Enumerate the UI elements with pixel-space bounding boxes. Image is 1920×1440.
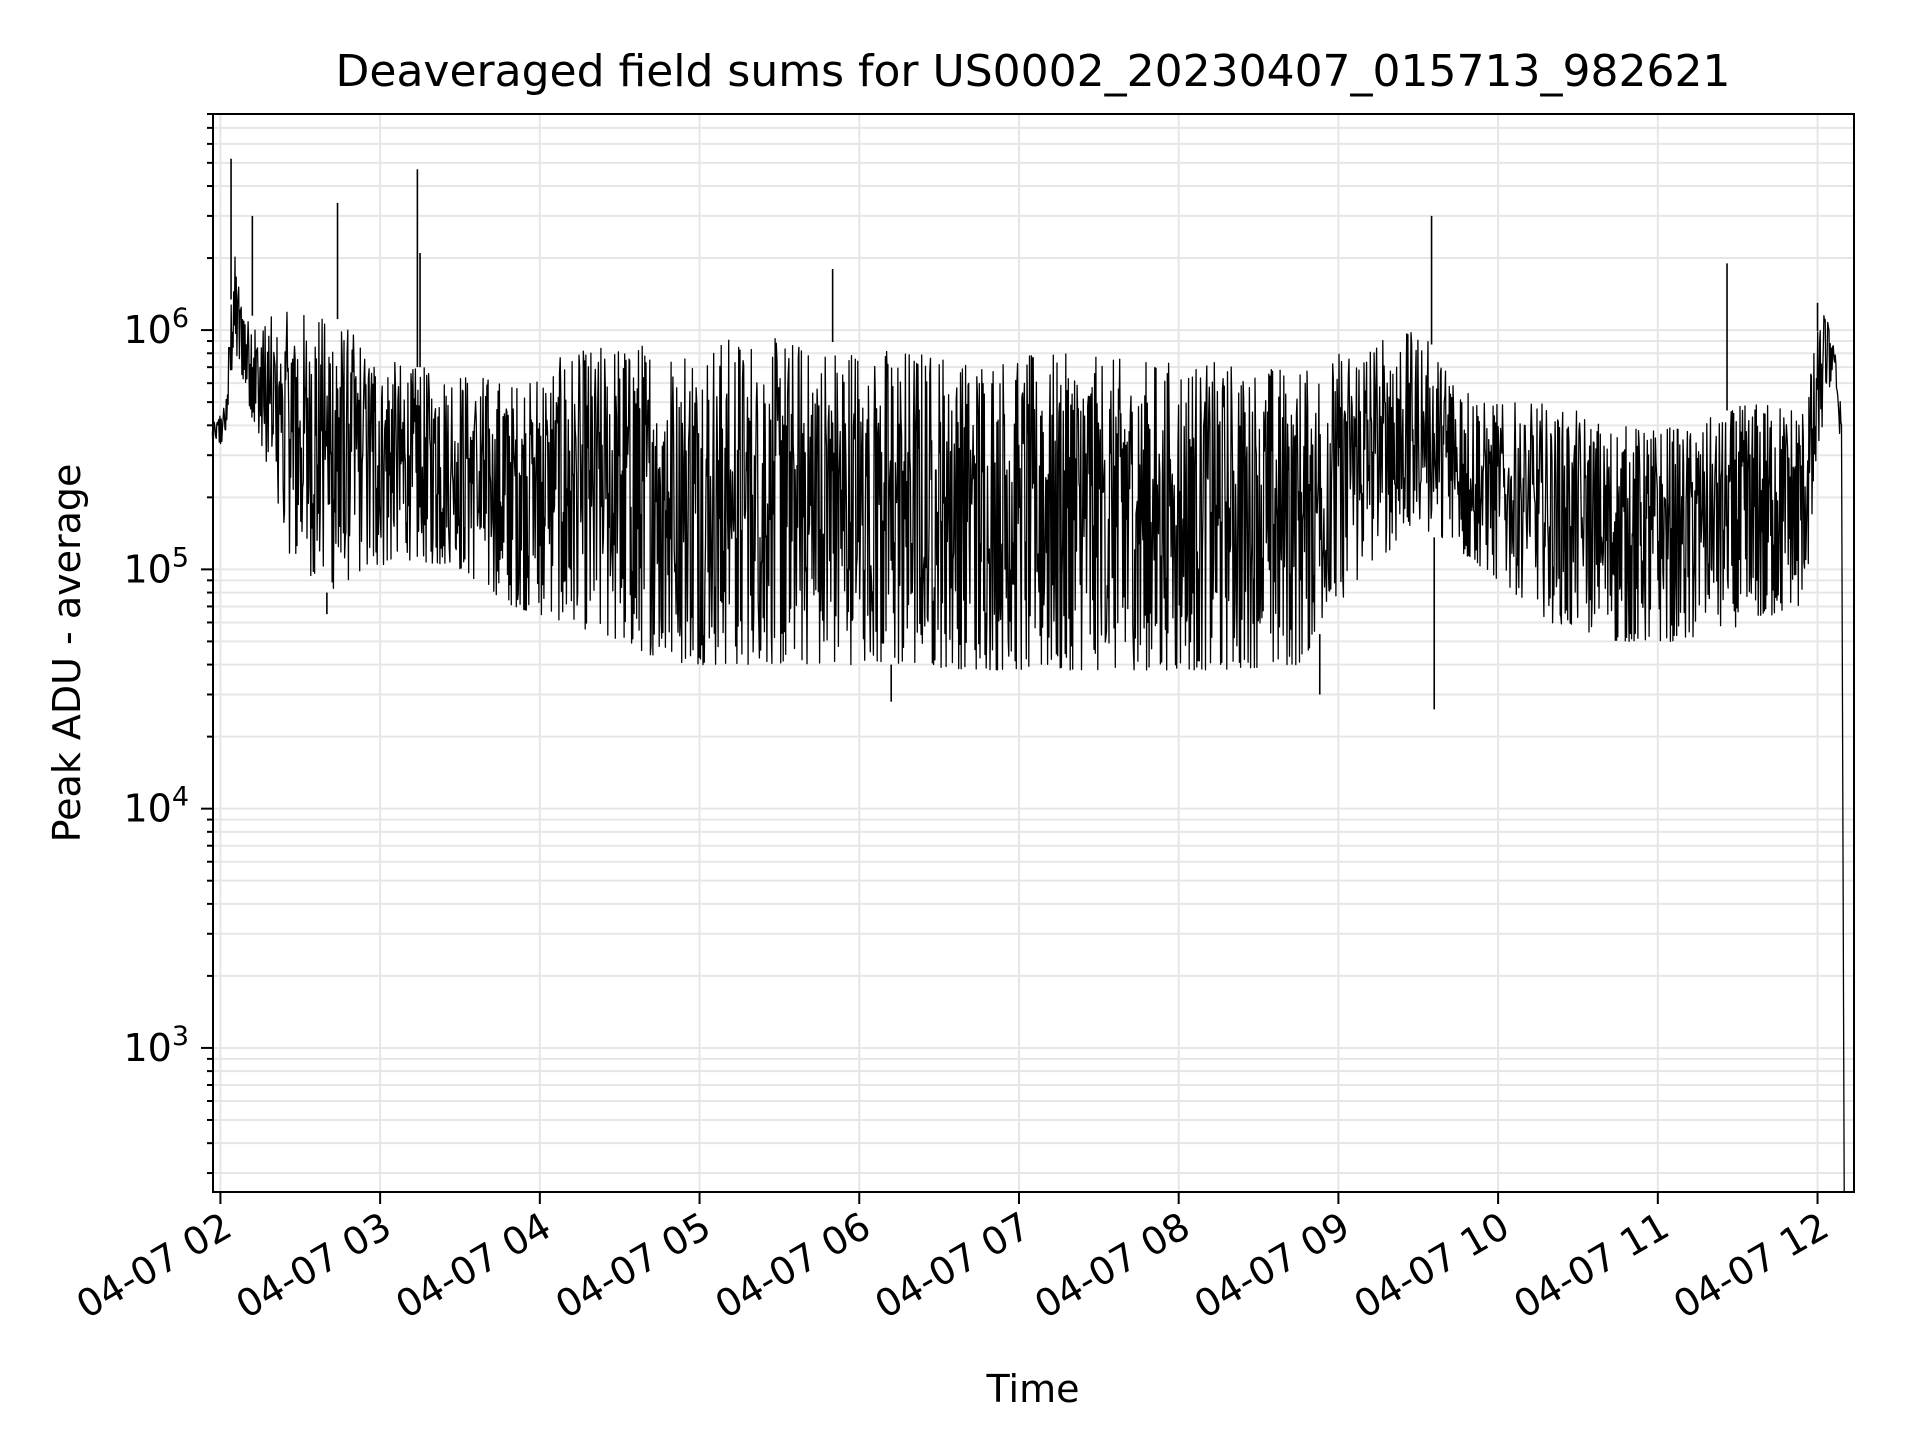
plot-frame bbox=[212, 113, 1855, 1193]
y-tick-label: 104 bbox=[123, 782, 189, 831]
data-series bbox=[211, 158, 1845, 1193]
y-tick-base: 10 bbox=[123, 1026, 171, 1070]
y-tick-base: 10 bbox=[123, 547, 171, 591]
chart-title: Deaveraged field sums for US0002_2023040… bbox=[336, 46, 1731, 97]
y-tick-label: 105 bbox=[123, 542, 189, 591]
series-line bbox=[211, 256, 1845, 1193]
y-tick-exponent: 5 bbox=[172, 542, 189, 573]
y-tick-exponent: 3 bbox=[172, 1021, 189, 1052]
x-axis-label: Time bbox=[986, 1367, 1080, 1411]
y-tick-label: 106 bbox=[123, 303, 189, 352]
y-tick-exponent: 4 bbox=[172, 782, 189, 813]
y-tick-label: 103 bbox=[123, 1021, 189, 1070]
y-tick-exponent: 6 bbox=[172, 303, 189, 334]
y-tick-base: 10 bbox=[123, 308, 171, 352]
grid bbox=[201, 113, 1854, 1192]
y-axis-label: Peak ADU - average bbox=[45, 464, 89, 843]
y-tick-base: 10 bbox=[123, 787, 171, 831]
